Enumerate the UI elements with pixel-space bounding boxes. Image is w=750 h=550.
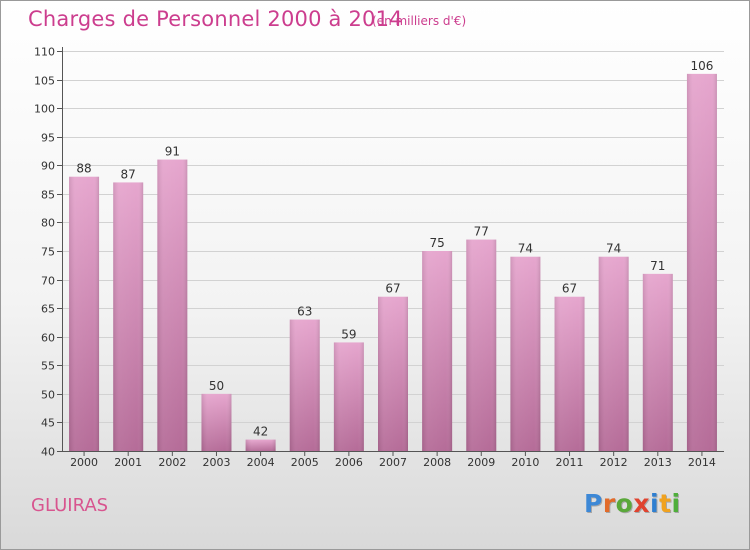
bar-shading xyxy=(333,342,364,451)
value-label: 74 xyxy=(518,242,533,256)
y-tick-label: 65 xyxy=(41,303,55,316)
value-label: 59 xyxy=(341,327,356,341)
x-tick-label: 2005 xyxy=(291,456,319,469)
bar-shading xyxy=(598,256,629,451)
logo-letter: x xyxy=(633,489,650,518)
x-tick-label: 2007 xyxy=(379,456,407,469)
bar-shading xyxy=(69,176,100,451)
bar-shading xyxy=(554,296,585,451)
y-tick-label: 55 xyxy=(41,360,55,373)
x-tick-label: 2006 xyxy=(335,456,363,469)
x-tick-label: 2003 xyxy=(202,456,230,469)
y-tick-label: 70 xyxy=(41,275,55,288)
bar-shading xyxy=(157,159,188,452)
value-label: 42 xyxy=(253,425,268,439)
y-tick-label: 110 xyxy=(34,46,55,59)
bar-shading xyxy=(686,73,717,451)
y-tick-label: 45 xyxy=(41,417,55,430)
bar-shading xyxy=(422,251,453,451)
bar-shading xyxy=(378,296,408,451)
x-tick-label: 2002 xyxy=(158,456,186,469)
y-tick-label: 40 xyxy=(41,446,55,459)
y-tick-label: 95 xyxy=(41,132,55,145)
x-tick-label: 2011 xyxy=(556,456,584,469)
y-tick-label: 90 xyxy=(41,160,55,173)
bar-shading xyxy=(510,256,541,451)
value-label: 106 xyxy=(690,59,713,73)
bar-shading xyxy=(642,273,673,451)
logo-letter: t xyxy=(659,489,672,518)
value-label: 50 xyxy=(209,379,224,393)
logo-letter: r xyxy=(602,489,616,518)
value-label: 71 xyxy=(650,259,665,273)
value-label: 67 xyxy=(562,282,577,296)
y-tick-label: 85 xyxy=(41,189,55,202)
x-tick-label: 2014 xyxy=(688,456,716,469)
bar-shading xyxy=(245,439,276,451)
x-tick-label: 2001 xyxy=(114,456,142,469)
axes: 40 45 50 55 60 65 70 75 80 85 90 95 100 105 110 2000 200… xyxy=(34,46,724,469)
logo-letter: o xyxy=(615,489,634,518)
bar-shading xyxy=(201,393,232,451)
x-tick-label: 2012 xyxy=(600,456,628,469)
value-label: 74 xyxy=(606,242,621,256)
bar-shading xyxy=(113,182,144,451)
bar-shading xyxy=(466,239,497,451)
y-tick-label: 60 xyxy=(41,332,55,345)
logo-letter: i xyxy=(671,489,681,518)
value-label: 63 xyxy=(297,305,312,319)
value-label: 91 xyxy=(165,145,180,159)
value-label: 87 xyxy=(121,167,136,181)
x-tick-label: 2008 xyxy=(423,456,451,469)
chart-title: Charges de Personnel 2000 à 2014 xyxy=(28,7,403,31)
commune-name: GLUIRAS xyxy=(31,495,109,516)
logo-letter: P xyxy=(584,489,603,518)
y-tick-label: 75 xyxy=(41,246,55,259)
proxiti-logo: Proxiti xyxy=(584,489,681,518)
value-labels: 88 87 91 50 42 63 59 67 75 77 74 67 74 71 106 xyxy=(76,59,713,439)
bar-shading xyxy=(289,319,320,451)
y-tick-label: 105 xyxy=(34,75,55,88)
value-label: 75 xyxy=(429,236,444,250)
value-label: 88 xyxy=(76,162,91,176)
y-tick-label: 80 xyxy=(41,217,55,230)
chart-subtitle: (en milliers d'€) xyxy=(372,14,467,28)
value-label: 67 xyxy=(385,282,400,296)
x-tick-label: 2009 xyxy=(467,456,495,469)
x-tick-label: 2013 xyxy=(644,456,672,469)
logo-letter: i xyxy=(650,489,660,518)
x-tick-label: 2010 xyxy=(511,456,539,469)
x-tick-label: 2004 xyxy=(247,456,275,469)
bars xyxy=(69,73,717,452)
y-tick-label: 100 xyxy=(34,103,55,116)
value-label: 77 xyxy=(474,225,489,239)
x-tick-label: 2000 xyxy=(70,456,98,469)
y-tick-label: 50 xyxy=(41,389,55,402)
